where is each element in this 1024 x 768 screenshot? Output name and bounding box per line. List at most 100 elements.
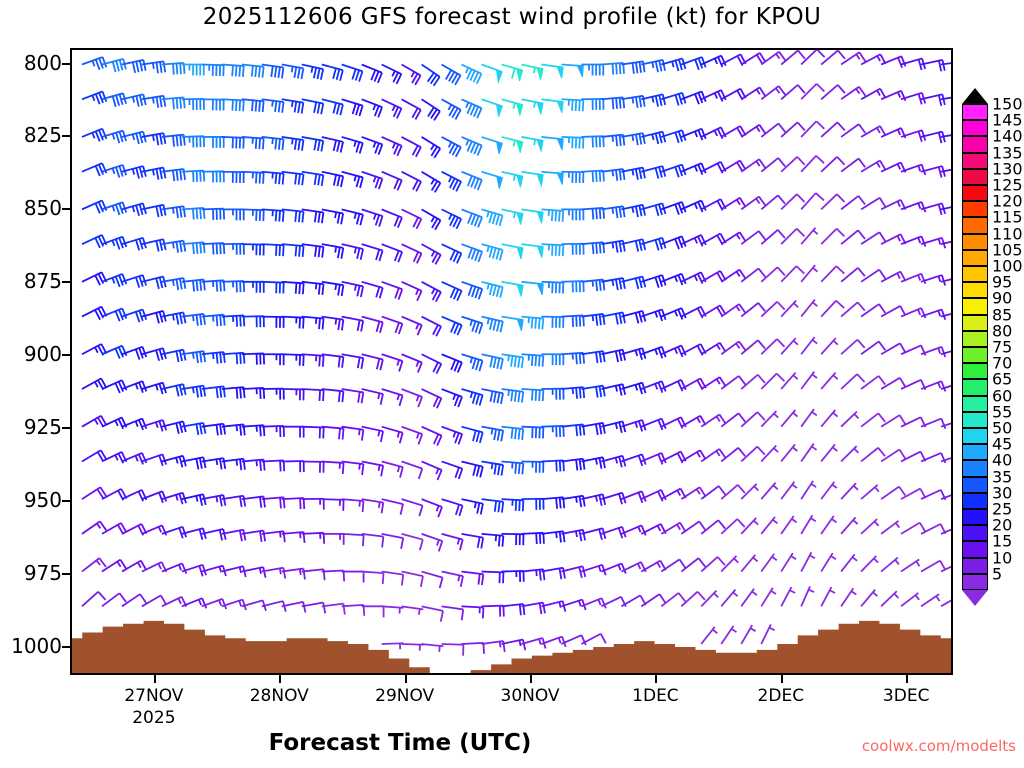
legend-tick-label: 115	[992, 207, 1023, 227]
wind-barb	[281, 353, 305, 367]
wind-barb	[81, 557, 107, 573]
wind-barb	[641, 130, 667, 145]
wind-barb	[760, 50, 787, 66]
wind-barb	[301, 353, 325, 367]
wind-barb	[840, 229, 866, 245]
wind-barb	[81, 591, 107, 607]
wind-barb	[561, 423, 586, 437]
wind-barb	[461, 388, 484, 406]
wind-barb	[541, 315, 565, 328]
page-title: 2025112606 GFS forecast wind profile (kt…	[202, 4, 822, 30]
wind-barb	[780, 228, 806, 245]
wind-barb	[581, 241, 606, 255]
legend-tick-label: 50	[992, 418, 1013, 438]
legend-color-band	[962, 573, 988, 590]
wind-barb	[880, 556, 900, 573]
wind-barb	[601, 133, 626, 147]
wind-barb	[501, 388, 525, 403]
legend-color-band	[962, 233, 988, 250]
wind-barb	[381, 605, 404, 614]
wind-barb	[201, 494, 227, 507]
wind-barb	[241, 280, 265, 293]
wind-barb	[461, 642, 485, 654]
wind-barb	[501, 353, 525, 369]
wind-barb	[760, 553, 778, 573]
wind-barb	[381, 425, 404, 444]
wind-barb	[580, 632, 607, 645]
wind-barb	[840, 51, 867, 66]
wind-barb	[681, 90, 707, 105]
wind-barb	[161, 383, 187, 397]
wind-barb	[481, 498, 505, 513]
x-tick-label: 30NOV	[500, 686, 560, 706]
wind-barb	[401, 498, 424, 517]
wind-barb	[461, 498, 484, 515]
wind-barb	[321, 243, 345, 259]
wind-barb	[401, 353, 423, 373]
wind-barb	[221, 280, 246, 293]
wind-barb	[341, 136, 364, 154]
wind-barb	[720, 159, 747, 173]
wind-barb	[401, 388, 423, 408]
wind-barb	[421, 353, 443, 375]
wind-barb	[720, 340, 747, 355]
legend-color-band	[962, 201, 988, 218]
wind-barb	[221, 242, 245, 255]
wind-barb	[361, 315, 384, 334]
legend-color-band	[962, 509, 988, 526]
wind-barb	[341, 208, 364, 226]
wind-barb	[461, 315, 484, 335]
wind-barb	[441, 425, 463, 445]
wind-barb	[760, 482, 779, 500]
wind-barb	[680, 234, 707, 247]
wind-barb	[381, 170, 403, 191]
wind-barb	[720, 484, 746, 500]
wind-barb	[601, 311, 626, 325]
wind-barb	[221, 170, 245, 184]
legend-color-band	[962, 541, 988, 558]
legend-cap-top-icon	[962, 88, 988, 104]
wind-barb	[221, 208, 245, 221]
wind-barb	[640, 380, 667, 394]
wind-barb	[481, 533, 505, 547]
wind-barb	[581, 456, 606, 469]
wind-barb	[401, 570, 424, 588]
wind-barb	[820, 299, 845, 318]
wind-barb	[541, 635, 567, 648]
wind-barb	[780, 443, 798, 463]
wind-barb	[840, 338, 866, 355]
wind-barb	[441, 315, 463, 336]
wind-barb	[760, 194, 786, 211]
wind-barb	[840, 516, 859, 535]
wind-barb	[581, 493, 607, 506]
wind-barb	[541, 530, 566, 543]
wind-barb	[261, 387, 285, 400]
wind-barb	[720, 412, 746, 428]
wind-barb	[880, 485, 907, 500]
wind-barb	[381, 570, 405, 586]
wind-barb	[301, 601, 327, 614]
wind-barb	[860, 412, 886, 428]
wind-barb	[760, 410, 779, 428]
wind-barb	[920, 417, 947, 430]
wind-barb	[760, 338, 786, 355]
wind-barb	[621, 94, 646, 108]
wind-barb	[920, 523, 947, 535]
wind-barb	[880, 377, 907, 390]
wind-barb	[940, 240, 951, 246]
legend-color-band	[962, 104, 988, 121]
wind-barb	[261, 315, 285, 328]
wind-barb	[581, 384, 606, 398]
wind-barb	[421, 63, 441, 87]
wind-barb	[561, 528, 586, 542]
y-tick-mark	[62, 62, 70, 65]
wind-barb	[101, 307, 128, 322]
wind-barb	[481, 208, 504, 227]
wind-barb	[581, 278, 606, 292]
wind-barb	[660, 272, 687, 286]
wind-barb	[321, 532, 345, 545]
legend-tick-label: 85	[992, 305, 1013, 325]
wind-barb	[521, 170, 544, 188]
wind-barb	[760, 587, 777, 607]
wind-barb	[561, 386, 586, 399]
